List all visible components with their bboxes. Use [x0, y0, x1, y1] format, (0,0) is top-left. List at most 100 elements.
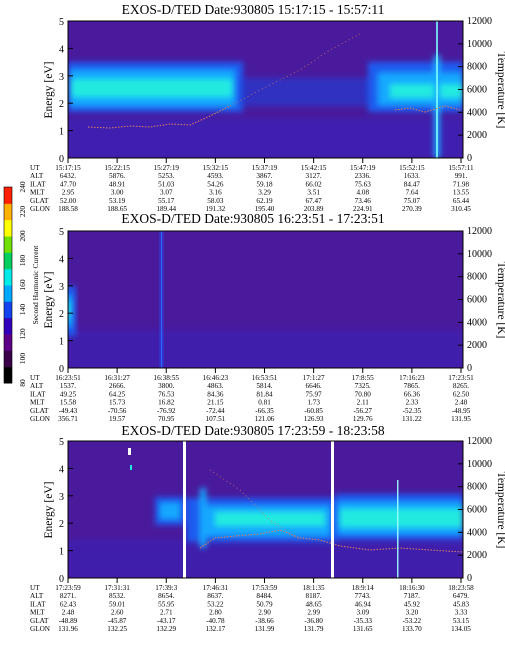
table-cell: 8654. — [158, 592, 174, 600]
y2tick-label: 0 — [467, 363, 472, 374]
table-cell: 17:31:31 — [104, 584, 130, 592]
table-cell: -45.87 — [108, 617, 127, 625]
ytick-label: 2 — [59, 519, 64, 530]
table-row-label: ALT — [30, 592, 44, 600]
table-cell: 195.40 — [255, 205, 275, 213]
table-cell: 81.84 — [256, 390, 273, 398]
ytick-label: 0 — [59, 364, 64, 375]
colorbar-swatch — [4, 350, 12, 368]
colorbar: 80 100 120 140 160 180 200 220 240 Second Harmon… — [3, 181, 40, 387]
table-cell: 2.71 — [160, 609, 173, 617]
y2tick-label: 12000 — [467, 16, 492, 27]
panel-1-right-axis: 0 2000 4000 6000 8000 10000 12000 Temperature … — [458, 16, 505, 164]
table-cell: 270.39 — [402, 205, 422, 213]
table-cell: 3.20 — [406, 609, 419, 617]
table-cell: -56.27 — [353, 407, 372, 415]
table-cell: 52.00 — [60, 197, 77, 205]
table-cell: 16.82 — [158, 399, 175, 407]
table-cell: -53.22 — [403, 617, 422, 625]
panel-2-y2ticks: 0 2000 4000 6000 8000 10000 12000 — [458, 226, 492, 374]
colorbar-ticks: 80 100 120 140 160 180 200 220 240 — [18, 181, 27, 387]
table-cell: 2.48 — [455, 399, 468, 407]
table-row-label: ILAT — [30, 390, 46, 398]
y2tick-label: 0 — [467, 573, 472, 584]
table-cell: 51.03 — [158, 180, 175, 188]
table-cell: 6432. — [60, 172, 76, 180]
table-cell: 203.89 — [304, 205, 324, 213]
table-row-label: ILAT — [30, 600, 46, 608]
colorbar-tick-label: 140 — [18, 304, 27, 316]
ytick-label: 3 — [59, 282, 64, 293]
colorbar-swatch — [4, 268, 12, 286]
table-cell: 2336. — [355, 172, 371, 180]
table-cell: 8484. — [256, 592, 272, 600]
ytick-label: 4 — [59, 254, 64, 265]
colorbar-swatch — [4, 317, 12, 335]
table-cell: 18:23:58 — [448, 584, 474, 592]
colorbar-tick-label: 200 — [18, 230, 27, 242]
table-cell: 3127. — [306, 172, 322, 180]
table-cell: -38.66 — [255, 617, 274, 625]
table-cell: 8271. — [60, 592, 76, 600]
table-cell: 7325. — [355, 382, 371, 390]
table-cell: 5876. — [109, 172, 125, 180]
table-cell: 132.29 — [156, 625, 176, 633]
colorbar-tick-label: 220 — [18, 206, 27, 218]
panel-1-y2ticks: 0 2000 4000 6000 8000 10000 12000 — [458, 16, 492, 164]
table-cell: 15:22:15 — [104, 164, 130, 172]
table-cell: 134.05 — [451, 625, 471, 633]
y2tick-label: 2000 — [467, 340, 487, 351]
table-cell: 15:37:19 — [252, 164, 278, 172]
table-cell: 16:53:51 — [252, 374, 278, 382]
panel-3-ylabel: Energy [eV] — [43, 482, 55, 539]
table-cell: 1537. — [60, 382, 76, 390]
table-cell: 84.36 — [207, 390, 224, 398]
colorbar-swatch — [4, 252, 12, 270]
y2tick-label: 4000 — [467, 527, 487, 538]
table-cell: 13.55 — [453, 189, 470, 197]
colorbar-swatch — [4, 219, 12, 237]
table-cell: 73.46 — [355, 197, 372, 205]
table-cell: 49.25 — [60, 390, 77, 398]
table-cell: 75.97 — [306, 390, 323, 398]
table-cell: 7743. — [355, 592, 371, 600]
table-row-label: ALT — [30, 382, 44, 390]
table-cell: 3.33 — [455, 609, 468, 617]
table-cell: 17:8:55 — [352, 374, 374, 382]
table-cell: 17:39:3 — [155, 584, 177, 592]
table-cell: 18:16:30 — [399, 584, 425, 592]
table-cell: -72.44 — [206, 407, 225, 415]
table-row-label: MLT — [30, 189, 45, 197]
table-row-label: ILAT — [30, 180, 46, 188]
ytick-label: 4 — [59, 464, 64, 475]
table-cell: -66.35 — [255, 407, 274, 415]
table-cell: 6479. — [453, 592, 469, 600]
table-cell: 76.53 — [158, 390, 175, 398]
table-cell: 15:27:19 — [153, 164, 179, 172]
ytick-label: 5 — [59, 17, 64, 28]
table-cell: 17:23:51 — [448, 374, 474, 382]
table-cell: 4.08 — [356, 189, 369, 197]
panel-1-yticks: 0 1 2 3 4 5 — [59, 17, 73, 165]
table-cell: 2.95 — [62, 189, 75, 197]
table-cell: 4593. — [207, 172, 223, 180]
colorbar-tick-label: 160 — [18, 279, 27, 291]
y2tick-label: 0 — [467, 153, 472, 164]
panel-2: EXOS-D/TED Date:930805 16:23:51 - 17:23:… — [30, 211, 505, 423]
table-row-label: GLON — [30, 415, 51, 423]
table-cell: 46.94 — [355, 600, 372, 608]
table-cell: -52.35 — [403, 407, 422, 415]
table-cell: 3.16 — [209, 189, 222, 197]
table-cell: 84.47 — [404, 180, 421, 188]
y2tick-label: 10000 — [467, 249, 492, 260]
table-cell: 50.79 — [256, 600, 273, 608]
table-cell: 21.15 — [207, 399, 224, 407]
table-cell: 58.03 — [207, 197, 224, 205]
table-cell: 8187. — [306, 592, 322, 600]
table-row-label: GLAT — [30, 407, 49, 415]
table-cell: 75.07 — [404, 197, 421, 205]
ytick-label: 1 — [59, 337, 64, 348]
table-cell: 3.29 — [258, 189, 271, 197]
